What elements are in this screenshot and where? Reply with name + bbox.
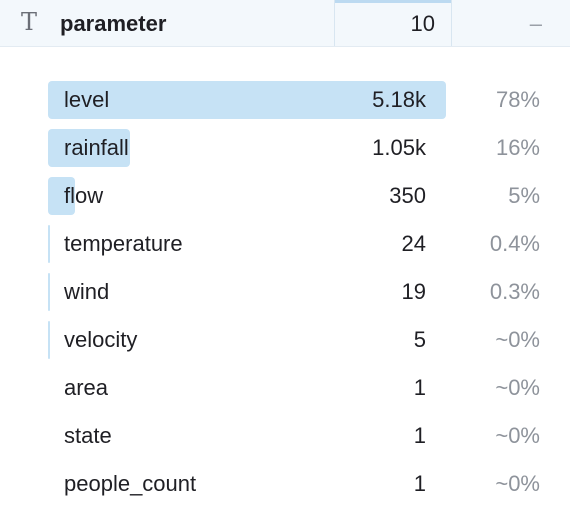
value-label: temperature — [64, 231, 183, 256]
value-percent: ~0% — [495, 375, 540, 400]
value-percent: ~0% — [495, 471, 540, 496]
value-percent: 16% — [495, 135, 540, 160]
value-row[interactable]: wind 19 0.3% — [0, 268, 570, 316]
frequency-bar — [48, 177, 76, 215]
value-label: state — [64, 423, 112, 448]
value-percent: 0.3% — [489, 279, 540, 304]
value-count: 1 — [413, 471, 426, 496]
frequency-bar — [48, 129, 130, 167]
value-percent: 0.4% — [489, 231, 540, 256]
text-type-icon: T — [20, 8, 37, 36]
value-count: 24 — [401, 231, 426, 256]
value-label: area — [64, 375, 109, 400]
value-row[interactable]: state 1 ~0% — [0, 412, 570, 460]
value-label: people_count — [64, 471, 197, 496]
value-row[interactable]: flow 350 5% — [0, 172, 570, 220]
value-row[interactable]: velocity 5 ~0% — [0, 316, 570, 364]
value-label: flow — [64, 183, 104, 208]
value-count: 19 — [401, 279, 426, 304]
value-count: 350 — [389, 183, 426, 208]
value-row[interactable]: area 1 ~0% — [0, 364, 570, 412]
column-header[interactable]: T parameter 10 – — [0, 0, 570, 47]
value-count: 1 — [413, 423, 426, 448]
frequency-bar — [48, 321, 50, 359]
header-pct: – — [529, 11, 542, 36]
value-row[interactable]: rainfall 1.05k 16% — [0, 124, 570, 172]
selection-accent — [335, 0, 451, 3]
frequency-bar — [48, 225, 51, 263]
value-count: 1.05k — [372, 135, 426, 160]
value-percent: 5% — [508, 183, 540, 208]
value-label: level — [64, 87, 110, 112]
distinct-count-cell[interactable]: 10 — [334, 0, 452, 46]
value-percent: ~0% — [495, 327, 540, 352]
value-list: level 5.18k 78% rainfall 1.05k 16% flow 350 5% te… — [0, 76, 570, 508]
value-row[interactable]: level 5.18k 78% — [0, 76, 570, 124]
value-label: wind — [64, 279, 110, 304]
distinct-count: 10 — [410, 11, 435, 36]
value-count: 1 — [413, 375, 426, 400]
value-count: 5.18k — [372, 87, 426, 112]
frequency-bar — [48, 273, 50, 311]
value-row[interactable]: temperature 24 0.4% — [0, 220, 570, 268]
column-name: parameter — [60, 11, 167, 36]
value-percent: 78% — [495, 87, 540, 112]
value-count: 5 — [413, 327, 426, 352]
value-row[interactable]: people_count 1 ~0% — [0, 460, 570, 508]
value-percent: ~0% — [495, 423, 540, 448]
value-label: velocity — [64, 327, 138, 352]
frequency-bar — [48, 81, 446, 119]
value-label: rainfall — [64, 135, 129, 160]
